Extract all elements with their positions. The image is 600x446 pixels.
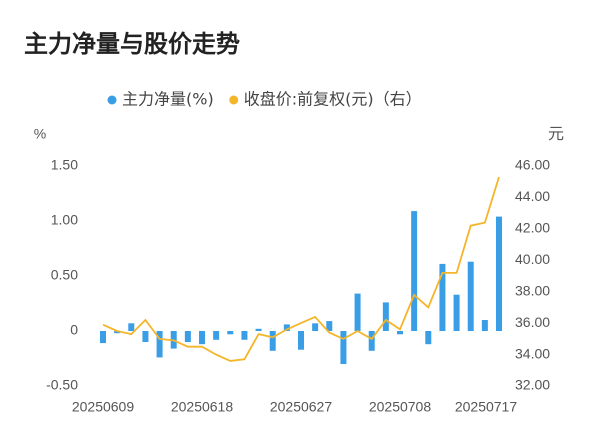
bar bbox=[481, 320, 488, 331]
bar bbox=[425, 331, 432, 345]
legend-label: 主力净量(%) bbox=[122, 90, 214, 109]
y2-axis-unit: 元 bbox=[548, 126, 564, 143]
x-tick-label: 20250627 bbox=[270, 399, 333, 415]
y-tick-label: -0.50 bbox=[46, 377, 78, 393]
price-line bbox=[102, 176, 500, 362]
y-tick-label: 0 bbox=[70, 322, 78, 338]
bar bbox=[326, 321, 333, 331]
chart-title: 主力净量与股价走势 bbox=[24, 30, 240, 58]
bar bbox=[100, 331, 106, 344]
y2-tick-label: 42.00 bbox=[515, 220, 550, 236]
bar bbox=[283, 324, 290, 331]
y-tick-label: 0.50 bbox=[51, 267, 78, 283]
y2-tick-label: 32.00 bbox=[515, 377, 550, 393]
bar bbox=[467, 261, 474, 331]
legend-label: 收盘价:前复权(元)（右） bbox=[244, 90, 422, 109]
bar bbox=[382, 302, 389, 331]
bar bbox=[298, 331, 304, 350]
bar bbox=[453, 294, 460, 331]
y2-tick-label: 36.00 bbox=[515, 314, 550, 330]
legend-marker bbox=[107, 95, 117, 105]
y2-tick-label: 34.00 bbox=[515, 345, 550, 361]
bar bbox=[142, 331, 149, 342]
x-tick-label: 20250717 bbox=[455, 399, 518, 415]
bar bbox=[411, 211, 418, 331]
y-tick-label: 1.50 bbox=[51, 157, 78, 173]
legend-marker bbox=[229, 95, 239, 105]
bar bbox=[255, 328, 262, 331]
bar bbox=[496, 216, 502, 331]
y2-tick-label: 40.00 bbox=[515, 251, 550, 267]
y2-tick-label: 38.00 bbox=[515, 282, 550, 298]
y-axis-unit: % bbox=[34, 126, 46, 142]
x-tick-label: 20250609 bbox=[72, 399, 135, 415]
y-tick-label: 1.00 bbox=[51, 212, 78, 228]
bar bbox=[439, 263, 446, 331]
bar bbox=[227, 331, 234, 335]
bar bbox=[340, 331, 347, 364]
x-tick-label: 20250708 bbox=[369, 399, 432, 415]
bar bbox=[156, 331, 163, 358]
bar bbox=[184, 331, 191, 342]
bar bbox=[213, 331, 220, 340]
y2-tick-label: 44.00 bbox=[515, 188, 550, 204]
bar bbox=[241, 331, 248, 340]
x-tick-label: 20250618 bbox=[171, 399, 234, 415]
bar bbox=[354, 293, 361, 331]
bar bbox=[397, 331, 403, 335]
bar bbox=[199, 331, 205, 345]
bar bbox=[368, 331, 375, 351]
y2-tick-label: 46.00 bbox=[515, 157, 550, 173]
bar bbox=[312, 323, 319, 331]
bar bbox=[114, 331, 121, 334]
bar bbox=[269, 331, 276, 351]
bar bbox=[128, 323, 135, 331]
